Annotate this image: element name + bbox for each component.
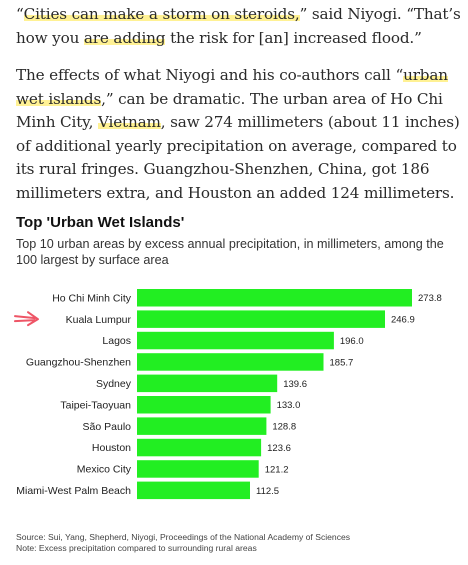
category-label: São Paulo [83, 421, 132, 433]
category-label: Sydney [96, 378, 132, 390]
source-note: Source: Sui, Yang, Shepherd, Niyogi, Pro… [16, 532, 456, 554]
value-label: 133.0 [277, 400, 301, 411]
article-paragraph-2: The effects of what Niyogi and his co-au… [16, 64, 464, 205]
bar [137, 353, 324, 371]
text-run: , saw 274 millimeters (about 11 inches) … [16, 113, 460, 202]
value-label: 112.5 [256, 486, 279, 497]
category-label: Houston [92, 442, 131, 454]
value-label: 121.2 [265, 464, 289, 475]
bar [137, 331, 334, 350]
value-label: 246.9 [391, 315, 415, 326]
category-label: Guangzhou-Shenzhen [26, 357, 131, 369]
highlighted-text: Cities can make a storm on steroids, [23, 5, 300, 23]
article-text: “Cities can make a storm on steroids,” s… [16, 3, 464, 205]
bar [137, 289, 412, 307]
category-label: Miami-West Palm Beach [16, 485, 131, 497]
value-label: 196.0 [340, 336, 364, 347]
bar [137, 417, 267, 435]
text-run: ” said Niyogi. “That’s how you [16, 5, 461, 47]
value-label: 128.8 [272, 422, 296, 433]
value-label: 123.6 [267, 443, 291, 454]
value-label: 185.7 [330, 357, 354, 368]
text-run: “ [16, 5, 24, 23]
text-run: The effects of what Niyogi and his co-au… [16, 66, 404, 84]
bar [137, 438, 262, 457]
source-line: Source: Sui, Yang, Shepherd, Niyogi, Pro… [16, 532, 351, 542]
bar [137, 481, 250, 500]
category-label: Lagos [102, 335, 131, 347]
chart-title: Top 'Urban Wet Islands' [16, 214, 185, 231]
article-paragraph-1: “Cities can make a storm on steroids,” s… [16, 3, 464, 50]
category-label: Taipei-Taoyuan [60, 399, 131, 411]
text-run: the risk for [an] increased flood.” [165, 28, 422, 47]
chart-subtitle: Top 10 urban areas by excess annual prec… [16, 237, 444, 267]
category-label: Kuala Lumpur [66, 314, 132, 326]
value-label: 139.6 [283, 379, 307, 390]
bar-chart: Ho Chi Minh City 273.8 Kuala Lumpur 246.9 La… [14, 289, 442, 500]
bar [137, 396, 271, 414]
bar [137, 374, 278, 393]
text-run: ,” can be dramatic. The urban area of Ho… [16, 89, 443, 132]
category-label: Mexico City [77, 464, 132, 476]
highlighted-text: are adding [83, 28, 166, 47]
note-line: Note: Excess precipitation compared to s… [16, 543, 257, 553]
category-label: Ho Chi Minh City [52, 292, 132, 304]
arrow-annotation-icon [14, 311, 39, 327]
value-label: 273.8 [418, 293, 442, 304]
highlighted-text: Vietnam [97, 113, 161, 131]
bar [137, 310, 385, 328]
bar [137, 460, 259, 478]
